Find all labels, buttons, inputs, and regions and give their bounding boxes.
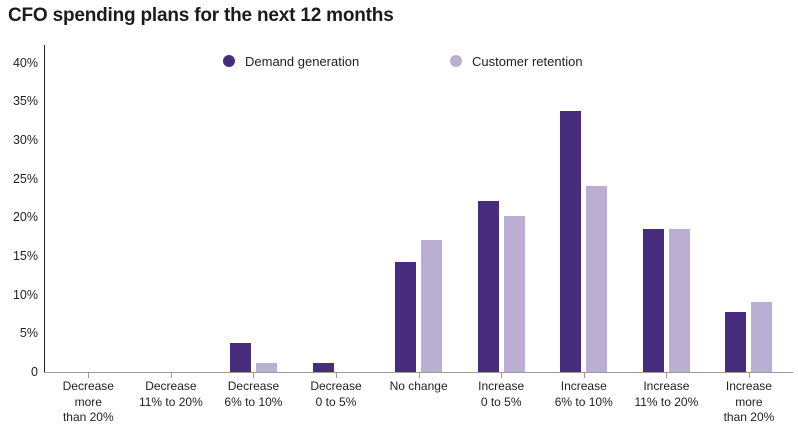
x-axis-category-label: Increase 0 to 5% [478, 379, 525, 409]
y-axis-tick-label: 25% [12, 171, 38, 186]
bar-demand-generation [395, 262, 416, 372]
bar-demand-generation [478, 201, 499, 372]
y-axis-tick-label: 20% [12, 210, 38, 225]
legend-label: Customer retention [472, 53, 583, 69]
chart-title: CFO spending plans for the next 12 month… [8, 5, 394, 26]
legend-item: Demand generation [223, 53, 359, 69]
x-axis-tick [171, 373, 172, 378]
x-axis-category-label: Increase more than 20% [723, 379, 775, 424]
x-axis-tick [749, 373, 750, 378]
x-axis-tick [666, 373, 667, 378]
x-axis-tick [501, 373, 502, 378]
x-axis-category-label: Decrease 6% to 10% [224, 379, 283, 409]
x-axis-tick [584, 373, 585, 378]
y-axis-tick-label: 10% [12, 287, 38, 302]
y-axis-tick-label: 30% [12, 133, 38, 148]
legend-label: Demand generation [245, 53, 360, 69]
legend-swatch-icon [223, 55, 235, 67]
bar-customer-retention [586, 186, 607, 372]
x-axis-tick [336, 373, 337, 378]
x-axis-category-label: Decrease 0 to 5% [310, 379, 362, 409]
bar-customer-retention [504, 216, 525, 372]
x-axis-category-label: Decrease more than 20% [62, 379, 114, 424]
bar-customer-retention [669, 229, 690, 372]
y-axis-tick-label: 40% [12, 55, 38, 70]
bar-demand-generation [230, 343, 251, 372]
x-axis-line [44, 372, 793, 373]
bar-customer-retention [256, 363, 277, 372]
y-axis-tick-label: 5% [19, 326, 38, 341]
y-axis-tick-label: 15% [12, 249, 38, 264]
x-axis-tick [253, 373, 254, 378]
y-axis-tick-label: 35% [12, 94, 38, 109]
x-axis-category-label: No change [389, 379, 448, 393]
x-axis-category-label: Decrease 11% to 20% [138, 379, 203, 409]
bar-customer-retention [751, 302, 772, 372]
bar-demand-generation [560, 111, 581, 372]
x-axis-category-label: Increase 6% to 10% [554, 379, 613, 409]
bar-customer-retention [421, 240, 442, 372]
legend-swatch-icon [450, 55, 462, 67]
y-axis-tick-label: 0 [31, 365, 38, 379]
legend-item: Customer retention [450, 53, 583, 69]
bar-demand-generation [725, 312, 746, 372]
y-axis-line [44, 45, 45, 373]
x-axis-category-label: Increase 11% to 20% [634, 379, 699, 409]
x-axis-tick [419, 373, 420, 378]
bar-demand-generation [313, 363, 334, 372]
bar-demand-generation [643, 229, 664, 372]
x-axis-tick [88, 373, 89, 378]
